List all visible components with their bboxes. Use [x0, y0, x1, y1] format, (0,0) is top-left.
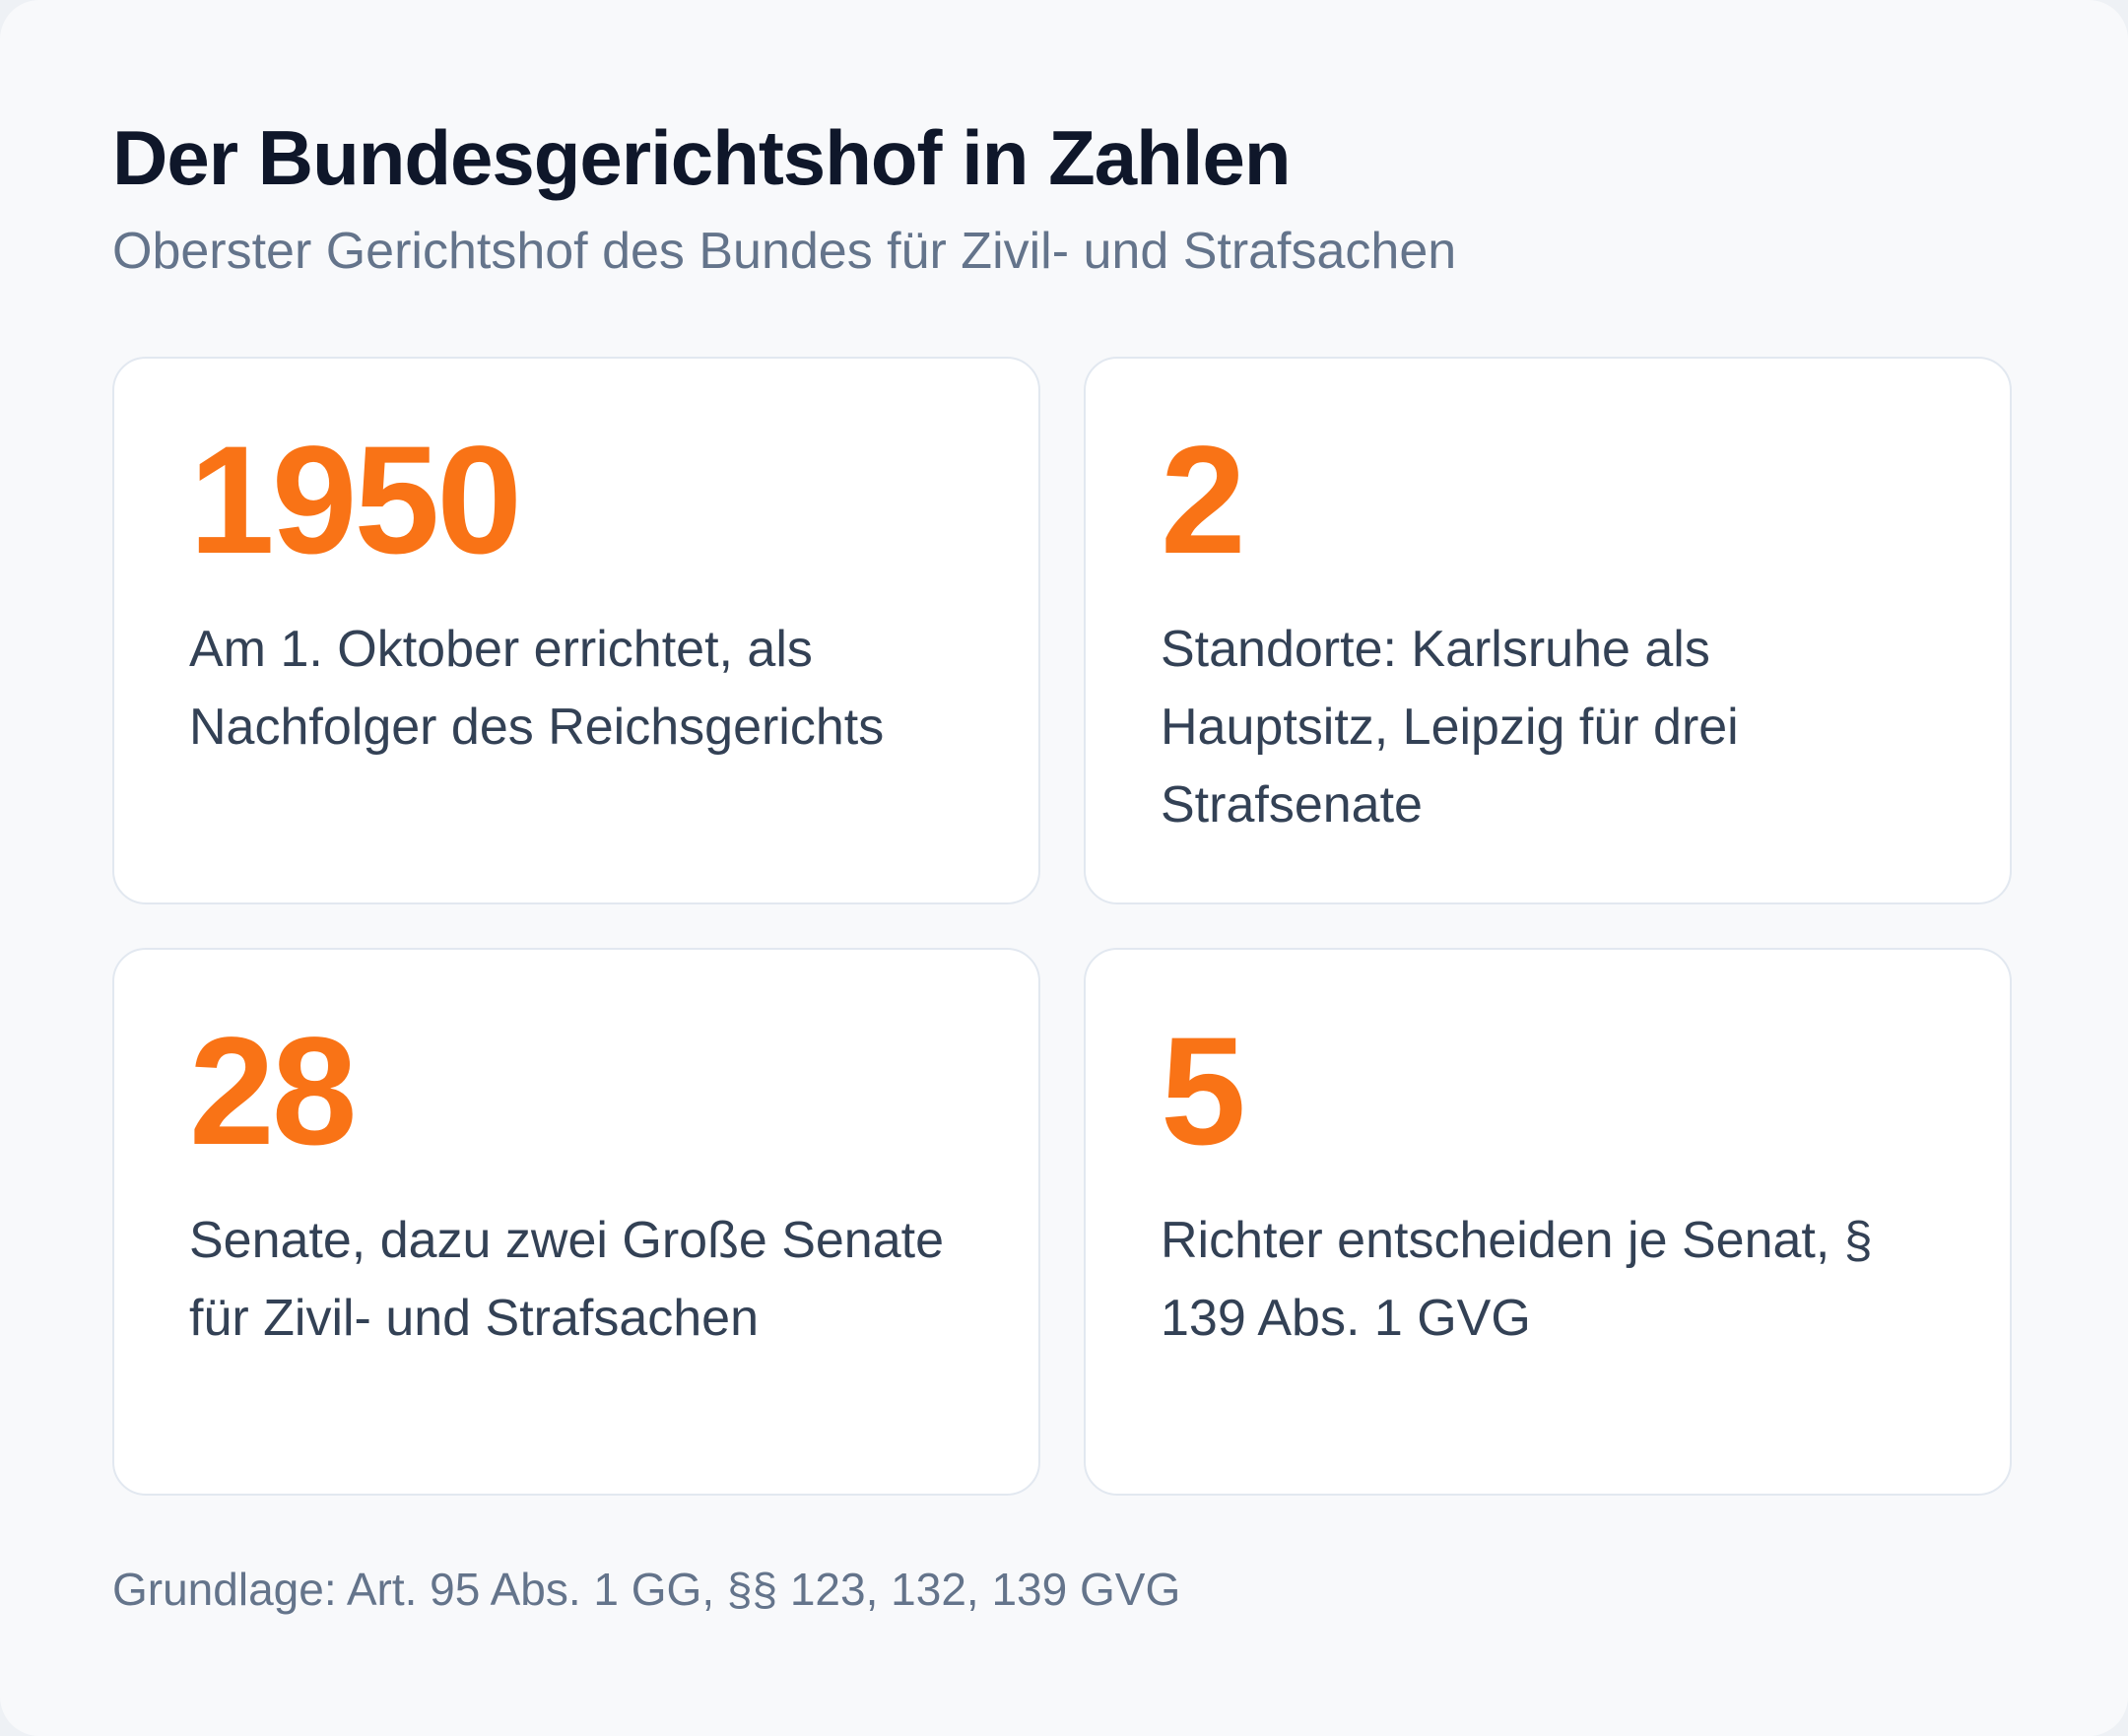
stat-card-founding: 1950 Am 1. Oktober errichtet, als Nachfo…	[112, 357, 1040, 904]
stat-card-senates: 28 Senate, dazu zwei Große Senate für Zi…	[112, 948, 1040, 1496]
source-footnote: Grundlage: Art. 95 Abs. 1 GG, §§ 123, 13…	[112, 1564, 1181, 1615]
stat-description: Senate, dazu zwei Große Senate für Zivil…	[189, 1212, 945, 1347]
stat-number: 28	[189, 1006, 358, 1177]
stat-card-locations: 2 Standorte: Karlsruhe als Hauptsitz, Le…	[1084, 357, 2012, 904]
stat-number: 2	[1161, 415, 1246, 586]
stat-card-judges: 5 Richter entscheiden je Senat, § 139 Ab…	[1084, 948, 2012, 1496]
page-title: Der Bundesgerichtshof in Zahlen	[112, 114, 1291, 201]
stat-number: 1950	[189, 415, 522, 586]
stat-description: Am 1. Oktober errichtet, als Nachfolger …	[189, 621, 885, 756]
stat-number: 5	[1161, 1006, 1246, 1177]
stat-description: Standorte: Karlsruhe als Hauptsitz, Leip…	[1161, 621, 1739, 834]
stat-description: Richter entscheiden je Senat, § 139 Abs.…	[1161, 1212, 1873, 1347]
page-subtitle: Oberster Gerichtshof des Bundes für Zivi…	[112, 223, 1457, 280]
